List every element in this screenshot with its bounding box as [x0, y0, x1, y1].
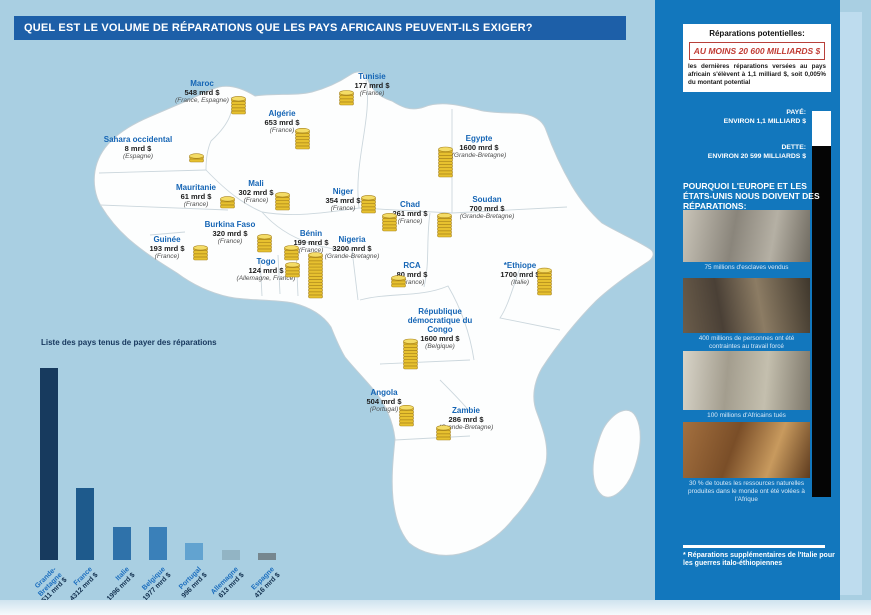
coin-stack-icon-rca	[390, 275, 407, 295]
box-note: les dernières réparations versées au pay…	[688, 63, 826, 86]
coin-stack-icon-guin-e	[192, 245, 209, 268]
coin-stack-icon-maroc	[230, 95, 247, 122]
chart-bar-portugal	[185, 543, 203, 560]
caption-forced-labour: 400 millions de personnes ont été contra…	[698, 335, 795, 350]
coin-stack-icon-r-publique-d-mocratique-du-congo	[402, 338, 419, 377]
bar-chart: Grande- Bretagne 11511 mrd $ France 4312 mrd…	[34, 360, 300, 610]
bottom-strip	[0, 600, 871, 615]
box-highlight: AU MOINS 20 600 MILLIARDS $	[689, 42, 825, 60]
chart-bar-italie	[113, 527, 131, 560]
debt-value-text: ENVIRON 20 599 MILLIARDS $	[707, 152, 806, 160]
chart-bar-grande-bretagne	[40, 368, 58, 560]
coin-stack-icon-sahara-occidental	[188, 152, 205, 170]
debt-label-text: DETTE:	[781, 144, 806, 151]
coin-stack-icon-togo	[284, 262, 301, 285]
caption-africans-killed: 100 millions d'Africains tués	[707, 412, 786, 419]
debt-label: DETTE: ENVIRON 20 599 MILLIARDS $	[686, 144, 806, 162]
coin-stack-icon-mali	[274, 191, 291, 218]
photo-slaves-sold	[683, 210, 810, 262]
coin-stack-icon-egypte	[437, 146, 454, 185]
coin-stack-icon-burkina-faso	[256, 233, 273, 260]
paid-bar	[812, 111, 831, 146]
paid-label-text: PAYÉ:	[786, 109, 806, 116]
coin-stack-icon-chad	[381, 212, 398, 239]
coin-stack-icon-nigeria	[307, 252, 324, 306]
chart-bar-espagne	[258, 553, 276, 560]
sidebar-edge-strip	[840, 12, 862, 595]
coin-stack-icon-tunisie	[338, 90, 355, 113]
photo-africans-killed	[683, 351, 810, 410]
footnote: * Réparations supplémentaires de l'Itali…	[683, 552, 835, 568]
page-title: QUEL EST LE VOLUME DE RÉPARATIONS QUE LE…	[24, 22, 533, 34]
box-title: Réparations potentielles:	[709, 29, 805, 38]
chart-bar-belgique	[149, 527, 167, 560]
footnote-divider	[683, 545, 825, 548]
paid-label: PAYÉ: ENVIRON 1,1 MILLIARD $	[686, 109, 806, 127]
coin-stack-icon-ethiope	[536, 267, 553, 303]
coin-stack-icon-niger	[360, 194, 377, 221]
country-borders	[98, 79, 568, 441]
coin-stack-icon-b-nin	[283, 245, 300, 268]
coin-stack-icon-soudan	[436, 212, 453, 245]
why-heading: POURQUOI L'EUROPE ET LES ÉTATS-UNIS NOUS…	[683, 181, 820, 212]
coin-stack-icon-zambie	[435, 425, 452, 448]
coin-stack-icon-mauritanie	[219, 196, 236, 216]
chart-bar-france	[76, 488, 94, 560]
title-bar: QUEL EST LE VOLUME DE RÉPARATIONS QUE LE…	[14, 16, 626, 40]
bar-chart-title: Liste des pays tenus de payer des répara…	[41, 338, 217, 347]
madagascar-silhouette	[592, 409, 641, 498]
photo-forced-labour	[683, 278, 810, 333]
chart-bar-allemagne	[222, 550, 240, 560]
coin-stack-icon-angola	[398, 404, 415, 434]
caption-slaves-sold: 75 millions d'esclaves vendus	[704, 264, 789, 271]
caption-stolen-resources: 30 % de toutes les ressources naturelles…	[688, 480, 805, 503]
paid-value-text: ENVIRON 1,1 MILLIARD $	[723, 117, 806, 125]
potential-reparations-box: Réparations potentielles: AU MOINS 20 60…	[683, 24, 831, 92]
photo-stolen-resources	[683, 422, 810, 478]
coin-stack-icon-alg-rie	[294, 127, 311, 157]
debt-bar	[812, 146, 831, 497]
africa-silhouette	[93, 71, 654, 556]
